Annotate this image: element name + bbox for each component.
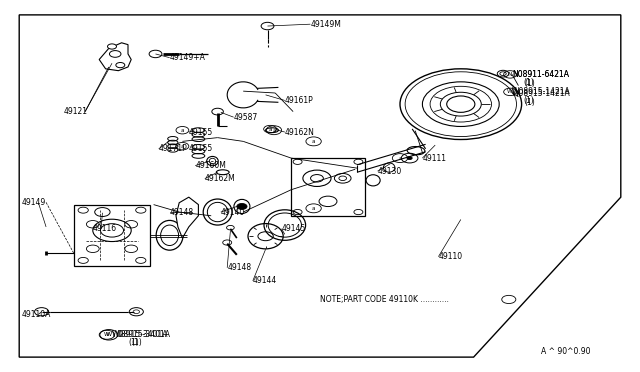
Polygon shape (99, 43, 131, 71)
Text: 49148: 49148 (227, 263, 252, 272)
Text: 49145: 49145 (282, 224, 306, 233)
Text: 49130: 49130 (378, 167, 402, 176)
FancyBboxPatch shape (291, 158, 365, 216)
Text: 49110A: 49110A (22, 310, 51, 319)
Ellipse shape (204, 199, 232, 225)
Text: (1): (1) (131, 339, 142, 347)
Text: 49121: 49121 (64, 107, 88, 116)
Circle shape (447, 96, 475, 112)
Text: 49155: 49155 (189, 128, 213, 137)
Text: W: W (104, 332, 109, 337)
Text: 49149+A: 49149+A (170, 53, 205, 62)
Text: a: a (312, 139, 316, 144)
Circle shape (149, 50, 162, 58)
Circle shape (497, 70, 509, 77)
Text: 49116: 49116 (93, 224, 117, 233)
Text: 49587: 49587 (234, 113, 258, 122)
Text: NOTE;PART CODE 49110K ............: NOTE;PART CODE 49110K ............ (320, 295, 449, 304)
Text: 49110: 49110 (438, 252, 463, 261)
Text: W08915-1421A: W08915-1421A (512, 87, 571, 96)
Text: (1): (1) (524, 96, 534, 105)
Text: N08911-6421A: N08911-6421A (512, 70, 569, 79)
Text: 49171P: 49171P (159, 144, 188, 153)
Text: a: a (180, 144, 184, 149)
Text: (1): (1) (525, 79, 536, 88)
Text: 49149M: 49149M (310, 20, 341, 29)
Text: 49162M: 49162M (205, 174, 236, 183)
Circle shape (261, 22, 274, 30)
Polygon shape (176, 197, 198, 238)
Text: N08911-6421A: N08911-6421A (512, 70, 569, 79)
FancyBboxPatch shape (74, 205, 150, 266)
Text: 49140: 49140 (221, 208, 245, 217)
Text: a: a (398, 155, 402, 161)
Text: a: a (268, 126, 272, 132)
Text: W: W (508, 89, 513, 94)
Circle shape (237, 203, 247, 209)
Text: (1): (1) (525, 98, 536, 107)
Text: 49148: 49148 (170, 208, 194, 217)
Circle shape (407, 157, 412, 160)
Text: W08915-1421A: W08915-1421A (512, 89, 571, 97)
Text: N: N (508, 72, 513, 77)
Text: W08915-3401A: W08915-3401A (112, 330, 171, 339)
Text: a: a (180, 128, 184, 133)
Text: (1): (1) (128, 339, 139, 347)
Text: 49162N: 49162N (285, 128, 315, 137)
Text: a: a (312, 206, 316, 211)
Text: 49111: 49111 (422, 154, 447, 163)
Text: 49155: 49155 (189, 144, 213, 153)
Text: 49149: 49149 (22, 198, 46, 207)
Text: 08915-3401A: 08915-3401A (116, 330, 168, 339)
Text: 49161P: 49161P (285, 96, 314, 105)
Text: (1): (1) (524, 78, 534, 87)
Text: 49160M: 49160M (195, 161, 226, 170)
Text: A ^ 90^0.90: A ^ 90^0.90 (541, 347, 590, 356)
Text: W: W (106, 332, 112, 337)
Text: 49144: 49144 (253, 276, 277, 285)
Circle shape (108, 44, 116, 49)
Text: a: a (272, 128, 276, 133)
